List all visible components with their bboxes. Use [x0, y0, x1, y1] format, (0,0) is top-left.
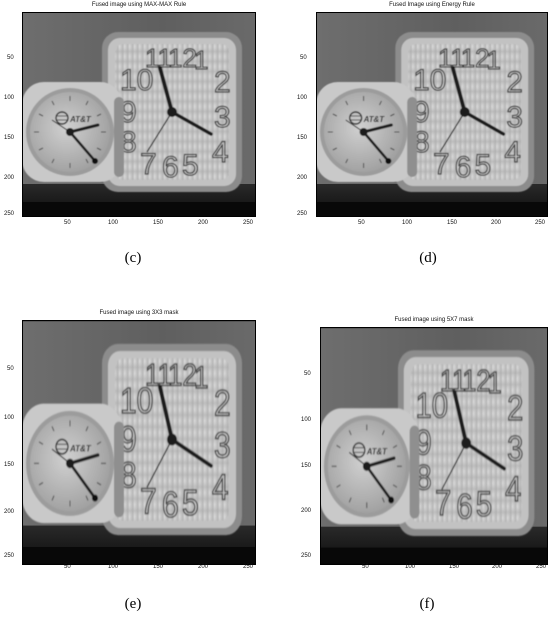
x-tick: 50	[64, 564, 71, 570]
y-tick: 100	[301, 417, 312, 423]
fused-clock-image	[22, 320, 256, 565]
x-tick: 100	[402, 220, 413, 226]
fused-clock-image	[320, 327, 548, 565]
y-tick: 100	[4, 95, 15, 101]
x-tick: 200	[198, 220, 209, 226]
y-tick: 250	[4, 553, 15, 559]
x-tick: 250	[243, 220, 254, 226]
panel-caption: (f)	[419, 596, 435, 612]
x-tick: 50	[358, 220, 365, 226]
x-tick: 150	[447, 220, 458, 226]
panel-title: Fused image using MAX-MAX Rule	[91, 2, 187, 8]
panel-caption: (e)	[124, 596, 142, 612]
y-tick: 250	[301, 553, 312, 559]
x-tick: 100	[108, 220, 119, 226]
y-tick: 50	[7, 55, 14, 61]
x-tick: 200	[492, 564, 503, 570]
y-tick: 200	[301, 508, 312, 514]
x-tick: 50	[64, 220, 71, 226]
y-tick: 200	[297, 175, 308, 181]
panel-title: Fused image using 5X7 mask	[394, 317, 474, 323]
panel-caption: (d)	[419, 250, 437, 266]
y-tick: 150	[301, 463, 312, 469]
y-tick: 100	[297, 95, 308, 101]
panel-caption: (c)	[124, 250, 142, 266]
x-tick: 200	[491, 220, 502, 226]
fused-clock-image	[316, 12, 548, 217]
y-tick: 200	[4, 509, 15, 515]
x-tick: 250	[536, 564, 547, 570]
y-tick: 50	[300, 55, 307, 61]
x-tick: 50	[362, 564, 369, 570]
x-tick: 250	[243, 564, 254, 570]
y-tick: 150	[297, 135, 308, 141]
fused-clock-image	[22, 12, 256, 217]
panel-title: Fused image using 3X3 mask	[99, 310, 179, 316]
x-tick: 150	[153, 220, 164, 226]
y-tick: 150	[4, 462, 15, 468]
x-tick: 100	[108, 564, 119, 570]
y-tick: 250	[297, 211, 308, 217]
x-tick: 150	[449, 564, 460, 570]
x-tick: 250	[535, 220, 546, 226]
y-tick: 50	[7, 366, 14, 372]
x-tick: 150	[153, 564, 164, 570]
y-tick: 100	[4, 415, 15, 421]
panel-title: Fused Image using Energy Rule	[389, 2, 475, 8]
y-tick: 50	[304, 371, 311, 377]
x-tick: 100	[405, 564, 416, 570]
y-tick: 150	[4, 135, 15, 141]
y-tick: 200	[4, 175, 15, 181]
y-tick: 250	[4, 211, 15, 217]
x-tick: 200	[198, 564, 209, 570]
